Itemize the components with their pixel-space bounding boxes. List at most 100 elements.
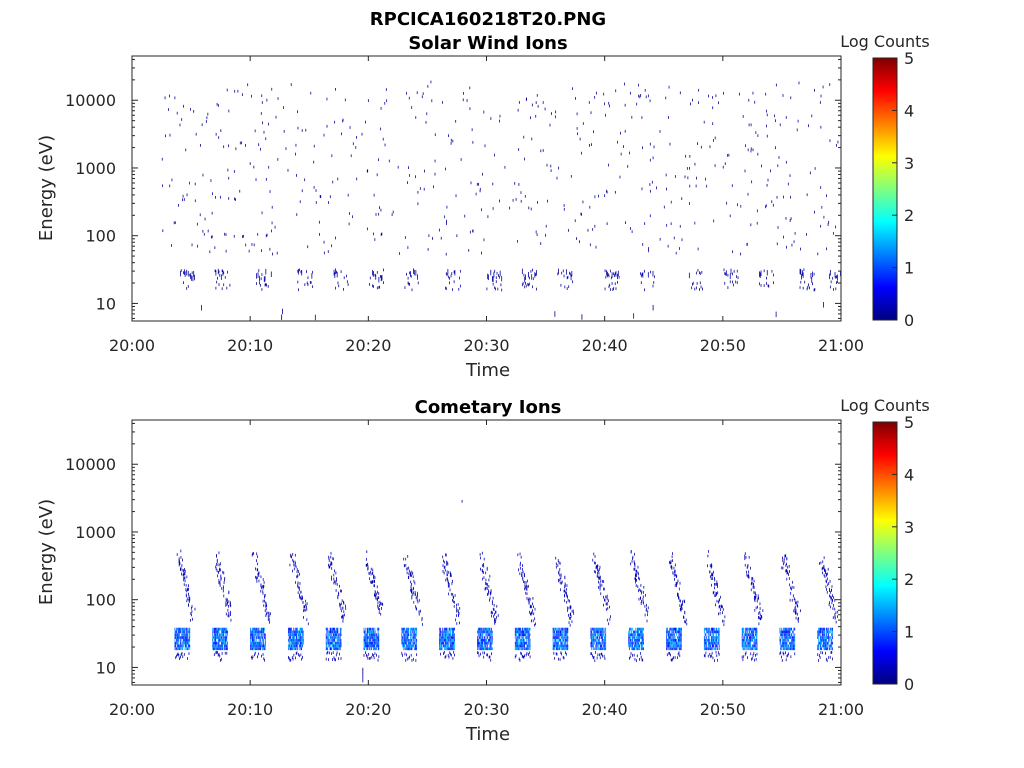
spectrogram-cell: [334, 647, 336, 651]
spectrogram-cell: [565, 647, 566, 651]
spectrogram-cell: [634, 657, 636, 661]
spectrogram-cell: [743, 655, 745, 658]
spectrogram-cell: [211, 235, 213, 239]
spectrogram-cell: [491, 633, 492, 637]
spectrogram-cell: [181, 633, 183, 637]
spectrogram-cell: [709, 570, 711, 574]
spectrogram-cell: [706, 647, 708, 651]
spectrogram-cell: [679, 627, 681, 631]
spectrogram-cell: [259, 633, 261, 637]
spectrogram-cell: [457, 603, 459, 606]
spectrogram-cell: [797, 617, 799, 621]
spectrogram-cell: [808, 283, 810, 287]
spectrogram-cell: [679, 633, 681, 637]
spectrogram-cell: [553, 627, 555, 631]
spectrogram-cell: [521, 647, 523, 651]
spectrogram-cell: [216, 569, 218, 573]
spectrogram-cell: [589, 143, 590, 147]
spectrogram-cell: [596, 627, 598, 631]
spectrogram-cell: [599, 581, 601, 585]
spectrogram-cell: [755, 630, 756, 634]
spectrogram-cell: [533, 612, 535, 616]
spectrogram-cell: [751, 180, 753, 184]
spectrogram-cell: [177, 652, 179, 656]
spectrogram-cell: [840, 270, 841, 277]
spectrogram-cell: [820, 630, 822, 634]
spectrogram-cell: [795, 611, 797, 615]
spectrogram-cell: [671, 638, 673, 642]
spectrogram-cell: [265, 137, 267, 141]
spectrogram-cell: [831, 596, 833, 600]
spectrogram-cell: [590, 630, 592, 634]
spectrogram-cell: [367, 641, 369, 645]
spectrogram-cell: [375, 630, 377, 634]
spectrogram-cell: [605, 275, 607, 279]
spectrogram-cell: [298, 641, 299, 645]
spectrogram-cell: [749, 633, 751, 637]
spectrogram-cell: [402, 633, 404, 637]
spectrogram-cell: [373, 193, 375, 197]
spectrogram-cell: [714, 636, 715, 639]
spectrogram-cell: [606, 618, 608, 622]
spectrogram-cell: [517, 630, 519, 634]
spectrogram-cell: [223, 636, 225, 639]
spectrogram-cell: [188, 584, 189, 588]
spectrogram-cell: [824, 641, 826, 645]
spectrogram-cell: [376, 636, 377, 639]
spectrogram-cell: [753, 595, 755, 599]
spectrogram-cell: [806, 287, 808, 291]
spectrogram-cell: [630, 641, 632, 645]
spectrogram-cell: [792, 633, 794, 637]
spectrogram-cell: [641, 658, 643, 661]
spectrogram-cell: [603, 587, 605, 591]
spectrogram-cell: [372, 638, 373, 642]
spectrogram-cell: [401, 630, 403, 634]
spectrogram-cell: [525, 627, 527, 631]
spectrogram-cell: [411, 590, 412, 594]
spectrogram-cell: [604, 627, 606, 631]
spectrogram-cell: [780, 633, 782, 637]
spectrogram-cell: [522, 282, 524, 285]
spectrogram-cell: [241, 93, 243, 97]
spectrogram-cell: [797, 604, 799, 608]
spectrogram-cell: [372, 580, 374, 583]
spectrogram-cell: [484, 638, 485, 642]
spectrogram-cell: [823, 556, 825, 560]
spectrogram-cell: [377, 633, 379, 637]
spectrogram-cell: [412, 641, 414, 645]
spectrogram-cell: [789, 636, 791, 639]
spectrogram-cell: [514, 630, 516, 634]
spectrogram-cell: [668, 644, 670, 648]
spectrogram-cell: [711, 572, 713, 576]
spectrogram-cell: [833, 288, 834, 291]
spectrogram-cell: [184, 636, 186, 639]
spectrogram-cell: [182, 630, 184, 634]
spectrogram-cell: [194, 274, 195, 281]
spectrogram-cell: [491, 610, 492, 614]
spectrogram-cell: [818, 630, 820, 634]
spectrogram-cell: [447, 641, 448, 645]
spectrogram-cell: [258, 572, 259, 575]
spectrogram-cell: [449, 571, 451, 575]
spectrogram-cell: [450, 630, 451, 634]
spectrogram-cell: [421, 623, 423, 626]
spectrogram-cell: [188, 604, 189, 607]
spectrogram-cell: [221, 587, 223, 590]
spectrogram-cell: [517, 641, 518, 645]
spectrogram-cell: [595, 627, 597, 631]
spectrogram-cell: [332, 658, 333, 661]
spectrogram-cell: [225, 636, 227, 639]
spectrogram-cell: [407, 630, 409, 634]
spectrogram-cell: [256, 638, 258, 642]
spectrogram-cell: [291, 627, 292, 631]
spectrogram-cell: [403, 633, 405, 637]
spectrogram-cell: [188, 644, 190, 648]
spectrogram-cell: [183, 633, 185, 637]
spectrogram-cell: [755, 638, 756, 642]
spectrogram-cell: [605, 595, 607, 599]
spectrogram-cell: [605, 644, 607, 648]
spectrogram-cell: [562, 638, 563, 642]
spectrogram-cell: [717, 644, 718, 648]
spectrogram-cell: [722, 611, 723, 615]
spectrogram-cell: [518, 647, 520, 651]
